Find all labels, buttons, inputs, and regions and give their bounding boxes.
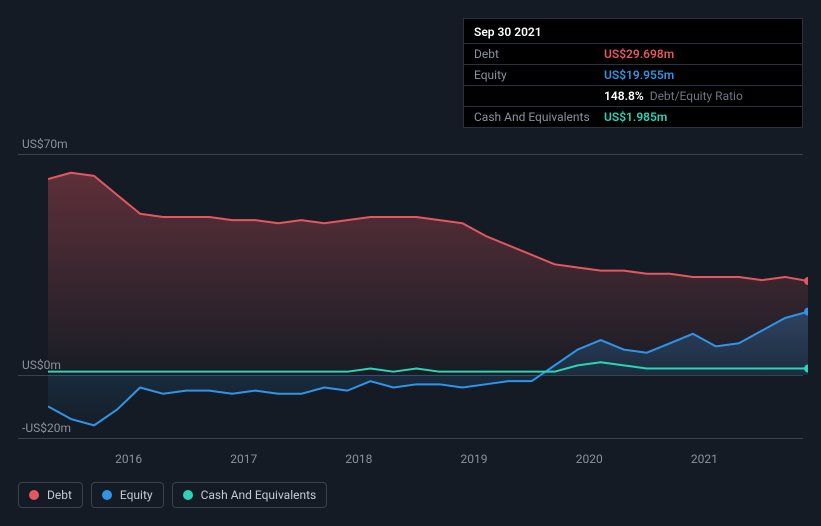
legend-label: Cash And Equivalents (201, 488, 317, 502)
x-axis-label: 2017 (230, 452, 257, 466)
x-axis-label: 2016 (115, 452, 142, 466)
legend: Debt Equity Cash And Equivalents (18, 482, 327, 508)
x-axis-label: 2021 (691, 452, 718, 466)
legend-swatch (183, 490, 193, 500)
gridline (18, 438, 803, 439)
x-axis-label: 2018 (345, 452, 372, 466)
x-axis: 2016 2017 2018 2019 2020 2021 (48, 452, 808, 472)
tooltip-panel: Sep 30 2021 DebtUS$29.698mEquityUS$19.95… (463, 18, 803, 128)
legend-item[interactable]: Cash And Equivalents (172, 482, 328, 508)
tooltip-date: Sep 30 2021 (464, 19, 802, 43)
legend-item[interactable]: Debt (18, 482, 83, 508)
chart-plot (48, 138, 808, 438)
tooltip-row: EquityUS$19.955m (464, 64, 802, 85)
tooltip-row-value: US$19.955m (604, 68, 674, 82)
tooltip-row-extra: Debt/Equity Ratio (650, 89, 743, 103)
tooltip-row-value: US$29.698m (604, 47, 674, 61)
legend-label: Debt (47, 488, 72, 502)
tooltip-row-label: Equity (474, 68, 604, 82)
tooltip-row: DebtUS$29.698m (464, 43, 802, 64)
tooltip-row-label: Cash And Equivalents (474, 110, 604, 124)
x-axis-label: 2019 (461, 452, 488, 466)
legend-swatch (29, 490, 39, 500)
legend-swatch (102, 490, 112, 500)
tooltip-row: Cash And EquivalentsUS$1.985m (464, 106, 802, 127)
tooltip-row-value: 148.8%Debt/Equity Ratio (604, 89, 743, 103)
x-axis-label: 2020 (576, 452, 603, 466)
tooltip-row-label (474, 89, 604, 103)
tooltip-row-label: Debt (474, 47, 604, 61)
legend-item[interactable]: Equity (91, 482, 164, 508)
tooltip-row-value: US$1.985m (604, 110, 667, 124)
legend-label: Equity (120, 488, 153, 502)
tooltip-row: 148.8%Debt/Equity Ratio (464, 85, 802, 106)
